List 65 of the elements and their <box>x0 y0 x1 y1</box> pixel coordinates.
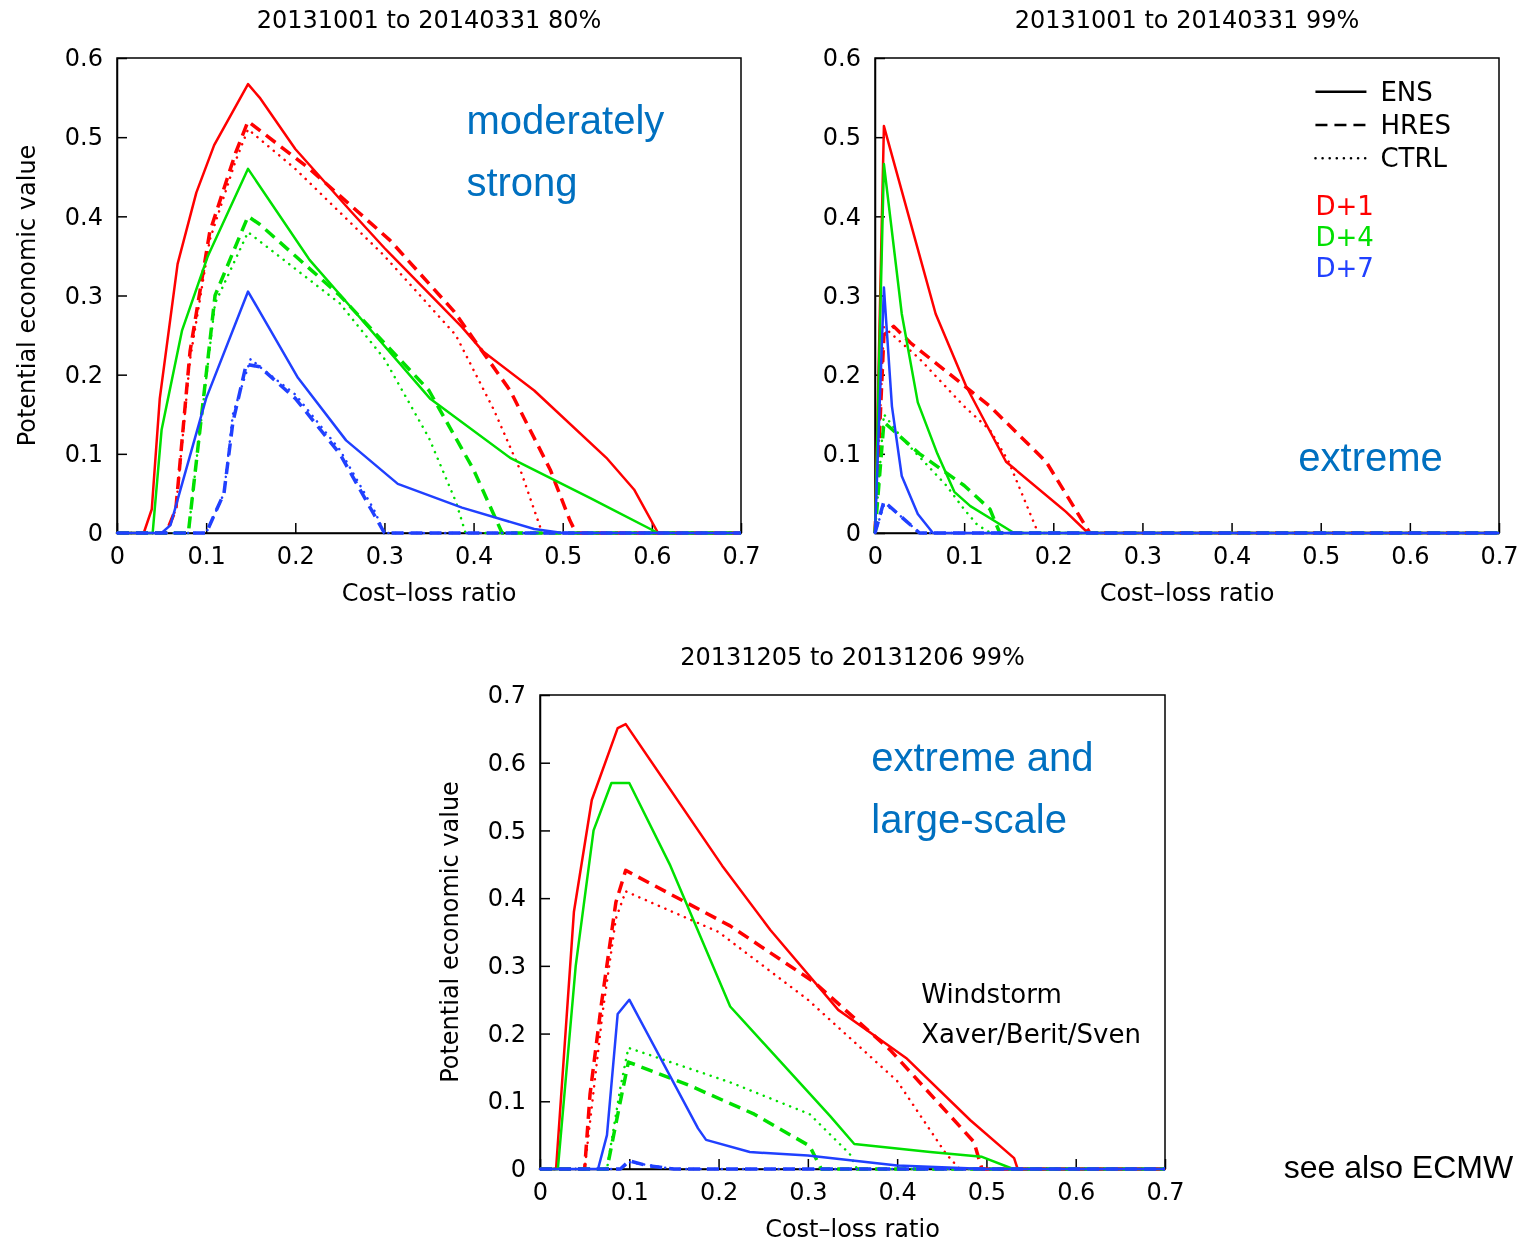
annotation: Windstorm Xaver/Berit/Sven <box>921 979 1141 1050</box>
x-tick-label: 0.5 <box>1302 542 1341 571</box>
annotation: ENS <box>1380 76 1433 107</box>
x-tick-label: 0.7 <box>722 542 761 571</box>
x-axis-title: Cost–loss ratio <box>341 579 517 607</box>
x-tick-label: 0.1 <box>187 542 226 571</box>
x-tick-label: 0.2 <box>1034 542 1073 571</box>
x-tick-label: 0.3 <box>789 1178 828 1207</box>
annotation: extreme and large-scale <box>871 734 1094 841</box>
annotation: D+4 <box>1315 221 1374 252</box>
y-tick-label: 0 <box>510 1155 526 1184</box>
annotation: HRES <box>1380 110 1451 140</box>
y-tick-label: 0.5 <box>64 123 103 152</box>
x-tick-label: 0.7 <box>1146 1178 1185 1207</box>
chart-title: 20131205 to 20131206 99% <box>680 643 1025 671</box>
x-tick-label: 0.3 <box>1123 542 1163 571</box>
y-tick-label: 0.5 <box>822 123 861 152</box>
y-axis-title: Potential economic value <box>13 144 41 447</box>
y-axis-title: Potential economic value <box>436 781 464 1083</box>
y-tick-label: 0.7 <box>487 681 526 710</box>
x-tick-label: 0.1 <box>945 542 984 571</box>
x-tick-label: 0.5 <box>967 1178 1007 1207</box>
x-tick-label: 0.3 <box>365 542 405 571</box>
y-tick-label: 0.5 <box>487 816 526 845</box>
annotation: CTRL <box>1380 143 1448 174</box>
y-tick-label: 0.6 <box>487 748 526 777</box>
y-tick-label: 0.2 <box>487 1019 526 1048</box>
x-tick-label: 0.5 <box>544 542 583 571</box>
y-tick-label: 0.2 <box>822 360 861 389</box>
x-tick-label: 0.4 <box>454 542 494 571</box>
y-tick-label: 0.3 <box>822 281 861 310</box>
y-tick-label: 0 <box>87 519 103 548</box>
y-tick-label: 0.3 <box>64 281 103 310</box>
x-tick-label: 0.7 <box>1480 542 1519 571</box>
x-tick-label: 0 <box>109 542 126 571</box>
x-axis-title: Cost–loss ratio <box>1099 579 1275 607</box>
y-tick-label: 0.1 <box>487 1087 526 1116</box>
x-tick-label: 0.6 <box>1391 542 1430 571</box>
x-tick-label: 0.2 <box>699 1178 739 1207</box>
text: see also ECMW <box>1283 1149 1514 1186</box>
y-tick-label: 0.1 <box>64 440 103 469</box>
x-tick-label: 0.4 <box>878 1178 917 1207</box>
y-tick-label: 0.4 <box>822 202 861 231</box>
y-tick-label: 0.1 <box>822 440 861 469</box>
y-tick-label: 0.6 <box>822 44 861 73</box>
x-tick-label: 0.2 <box>276 542 315 571</box>
x-tick-label: 0.6 <box>633 542 672 571</box>
y-tick-label: 0 <box>845 519 861 548</box>
annotation: moderately strong <box>466 98 665 204</box>
x-tick-label: 0.6 <box>1057 1178 1096 1207</box>
y-tick-label: 0.3 <box>487 952 526 981</box>
x-tick-label: 0 <box>532 1178 549 1207</box>
y-tick-label: 0.6 <box>64 44 103 73</box>
annotation: D+1 <box>1315 190 1374 221</box>
annotation: D+7 <box>1315 252 1374 283</box>
y-tick-label: 0.4 <box>487 884 526 913</box>
y-tick-label: 0.2 <box>64 360 103 389</box>
chart-title: 20131001 to 20140331 99% <box>1014 6 1360 34</box>
annotation: extreme <box>1298 435 1443 480</box>
x-tick-label: 0 <box>867 542 884 571</box>
chart-title: 20131001 to 20140331 80% <box>256 6 602 34</box>
x-axis-title: Cost–loss ratio <box>765 1215 940 1243</box>
x-tick-label: 0.4 <box>1212 542 1252 571</box>
y-tick-label: 0.4 <box>64 202 103 231</box>
x-tick-label: 0.1 <box>610 1178 649 1207</box>
